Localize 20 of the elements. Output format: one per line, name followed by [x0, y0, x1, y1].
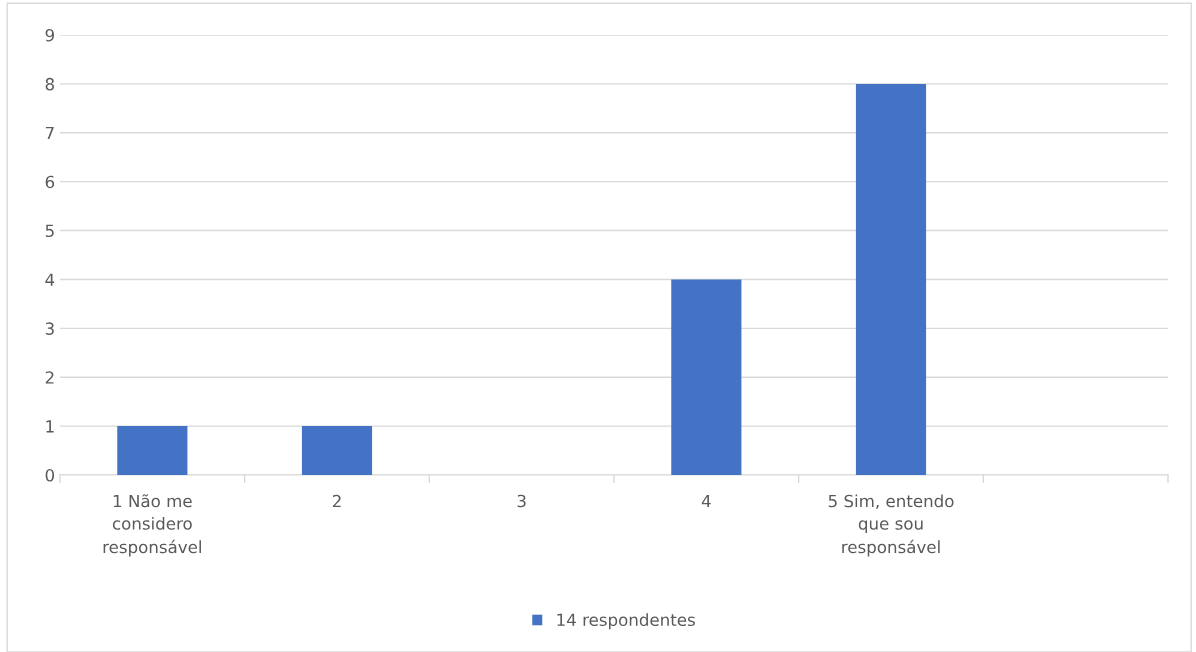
- x-tick-label: 3: [517, 494, 526, 508]
- y-tick-label: 6: [45, 175, 55, 189]
- x-tick-label: 2: [332, 494, 341, 508]
- bar: [117, 426, 188, 475]
- x-tick-label: 1 Não me considero responsável: [103, 494, 201, 557]
- y-tick-label: 5: [45, 224, 54, 238]
- bar: [301, 426, 373, 475]
- y-tick-label: 7: [45, 126, 54, 140]
- bar: [855, 83, 927, 475]
- y-tick-label: 2: [45, 371, 54, 384]
- x-tick-label: 5 Sim, entendo que sou responsável: [828, 494, 954, 557]
- y-tick-label: 9: [45, 28, 54, 42]
- y-tick-label: 1: [46, 420, 54, 433]
- y-tick-label: 3: [45, 322, 54, 335]
- bar: [671, 279, 742, 475]
- y-tick-label: 4: [45, 273, 55, 286]
- y-tick-label: 0: [45, 468, 55, 482]
- y-tick-label: 8: [45, 77, 54, 91]
- x-tick-label: 4: [701, 494, 711, 508]
- legend-label: 14 respondentes: [557, 613, 695, 630]
